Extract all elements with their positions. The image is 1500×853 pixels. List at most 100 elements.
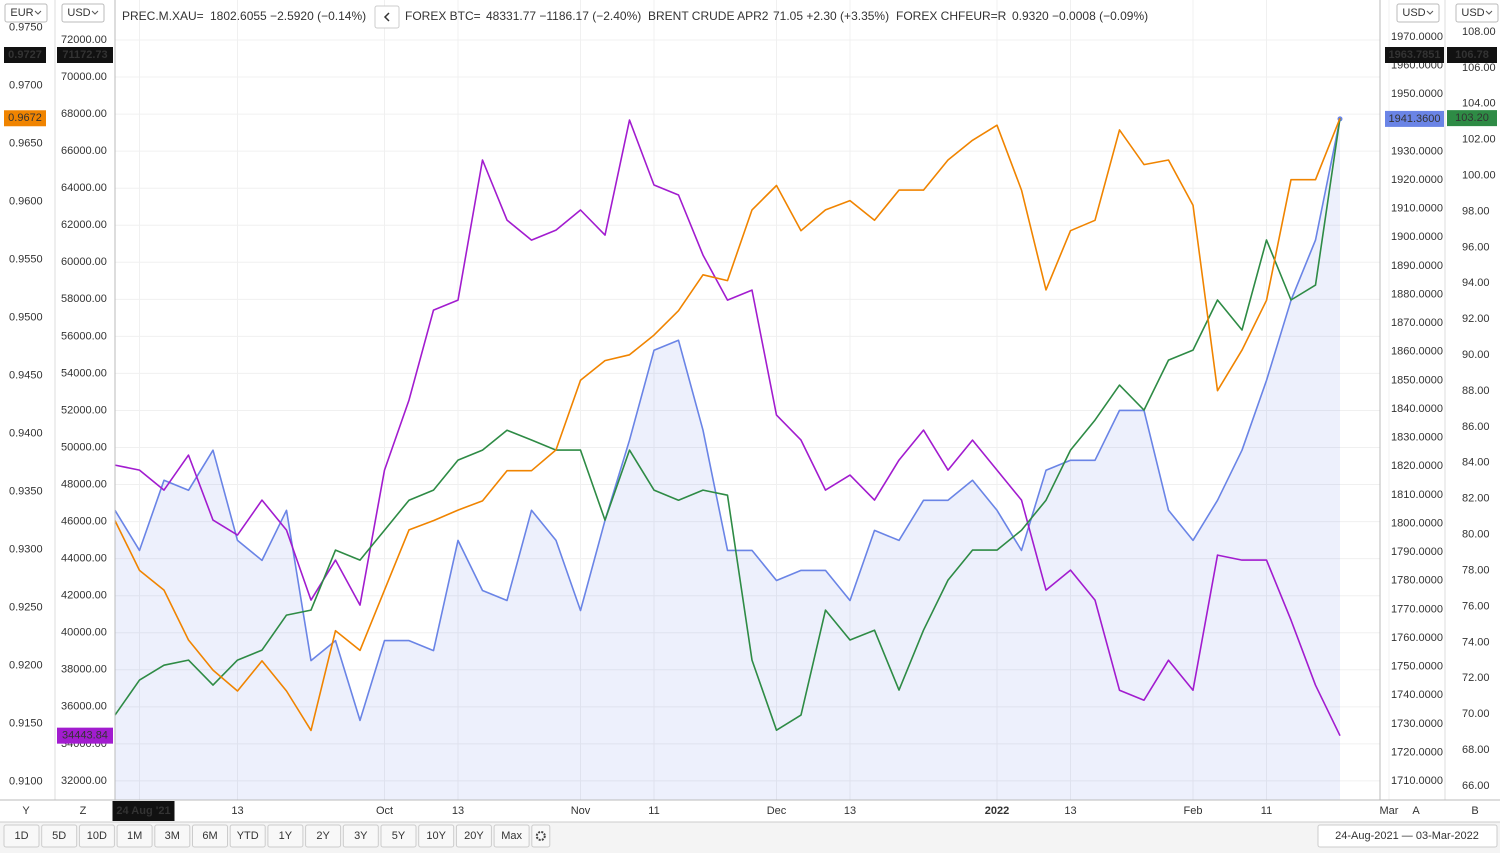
currency-label: USD [1461,7,1484,19]
date-range-box[interactable] [1317,824,1498,848]
y-tick-label: 1710.0000 [1391,775,1443,787]
y-tick-label: 1850.0000 [1391,374,1443,386]
y-tick-label: 1730.0000 [1391,718,1443,730]
x-tick-label: Nov [571,805,591,817]
y-tick-label: 0.9200 [9,659,43,671]
range-button[interactable] [380,824,417,848]
axis-button: B [1471,805,1478,817]
axis-button: A [1412,805,1420,817]
y-tick-label: 82.00 [1462,493,1490,505]
y-tick-label: 0.9600 [9,196,43,208]
dropdown-caret [34,10,42,15]
axis-button: Z [80,805,87,817]
currency-dropdown[interactable] [61,3,105,23]
x-tick-label: 24 Aug '21 [116,805,170,817]
currency-label: USD [1402,7,1425,19]
y-tick-label: 62000.00 [61,219,107,231]
x-tick-label: 13 [231,805,243,817]
y-tick-label: 50000.00 [61,441,107,453]
x-tick-label: 11 [648,805,659,817]
legend-name[interactable]: PREC.M.XAU= [122,9,204,23]
y-tick-label: 58000.00 [61,293,107,305]
line [114,118,1341,722]
crosshair-label: 106.78 [1455,49,1489,61]
legend-quote: 48331.77 −1186.17 (−2.40%) [486,9,641,23]
y-tick-label: 0.9100 [9,775,43,787]
y-tick-label: 46000.00 [61,516,107,528]
y-tick-label: 102.00 [1462,134,1496,146]
last-value-label: 0.9672 [8,112,42,124]
y-tick-label: 78.00 [1462,564,1490,576]
y-tick-label: 1890.0000 [1391,260,1443,272]
range-button[interactable] [455,824,492,848]
y-tick-label: 56000.00 [61,330,107,342]
range-button[interactable] [305,824,342,848]
currency-label: EUR [10,7,33,19]
range-label: 3Y [354,830,368,842]
crosshair-label: 1963.7851 [1389,49,1441,61]
range-button[interactable] [267,824,304,848]
y-tick-label: 94.00 [1462,277,1490,289]
currency-dropdown[interactable] [4,3,48,23]
y-tick-label: 0.9400 [9,428,43,440]
x-tick-label: 2022 [985,805,1009,817]
y-tick-label: 0.9750 [9,22,43,34]
range-button[interactable] [342,824,379,848]
y-tick-label: 0.9450 [9,370,43,382]
y-tick-label: 0.9700 [9,80,43,92]
range-label: 5Y [392,830,406,842]
legend-name[interactable]: FOREX CHFEUR=R [896,9,1007,23]
last-value-box [4,110,46,127]
currency-dropdown[interactable] [1396,3,1440,23]
range-button[interactable] [3,824,40,848]
range-button[interactable] [229,824,266,848]
settings-button[interactable] [531,824,551,848]
legend-name[interactable]: FOREX BTC= [405,9,481,23]
last-value-label: 1941.3600 [1389,113,1441,125]
y-tick-label: 36000.00 [61,701,107,713]
y-tick-label: 1810.0000 [1391,489,1443,501]
y-tick-label: 84.00 [1462,457,1490,469]
range-label: Max [501,830,522,842]
range-button[interactable] [78,824,115,848]
last-value-label: 103.20 [1455,112,1489,124]
y-tick-label: 106.00 [1462,62,1496,74]
y-tick-label: 70000.00 [61,71,107,83]
y-tick-label: 108.00 [1462,26,1496,38]
line [114,119,1341,737]
range-button[interactable] [116,824,153,848]
range-button[interactable] [192,824,228,848]
line [114,118,1341,732]
range-label: YTD [237,830,259,842]
y-tick-label: 68.00 [1462,744,1490,756]
range-label: 1Y [279,830,293,842]
y-tick-label: 64000.00 [61,182,107,194]
y-tick-label: 1830.0000 [1391,432,1443,444]
y-tick-label: 1950.0000 [1391,88,1443,100]
legend-name[interactable]: BRENT CRUDE APR2 [648,9,769,23]
range-label: 3M [165,830,180,842]
y-tick-label: 42000.00 [61,590,107,602]
dropdown-caret [1426,10,1434,15]
y-tick-label: 74.00 [1462,636,1490,648]
range-button[interactable] [154,824,191,848]
last-value-box [1447,110,1497,127]
dropdown-caret [91,10,99,15]
x-tick-label: Feb [1184,805,1203,817]
last-value-box [1385,110,1444,127]
range-label: 5D [52,830,66,842]
range-label: 1D [14,830,28,842]
y-tick-label: 1790.0000 [1391,546,1443,558]
axis-button: Y [22,805,30,817]
x-tick-label: Dec [767,805,787,817]
range-button[interactable] [493,824,530,848]
y-tick-label: 1970.0000 [1391,31,1443,43]
settings-icon [535,831,546,841]
range-button[interactable] [418,824,455,848]
crosshair-label: 0.9727 [8,49,42,61]
y-tick-label: 1800.0000 [1391,517,1443,529]
range-button[interactable] [41,824,78,848]
x-tick-label: Oct [376,805,393,817]
collapse-button[interactable] [374,5,400,29]
currency-dropdown[interactable] [1455,3,1499,23]
